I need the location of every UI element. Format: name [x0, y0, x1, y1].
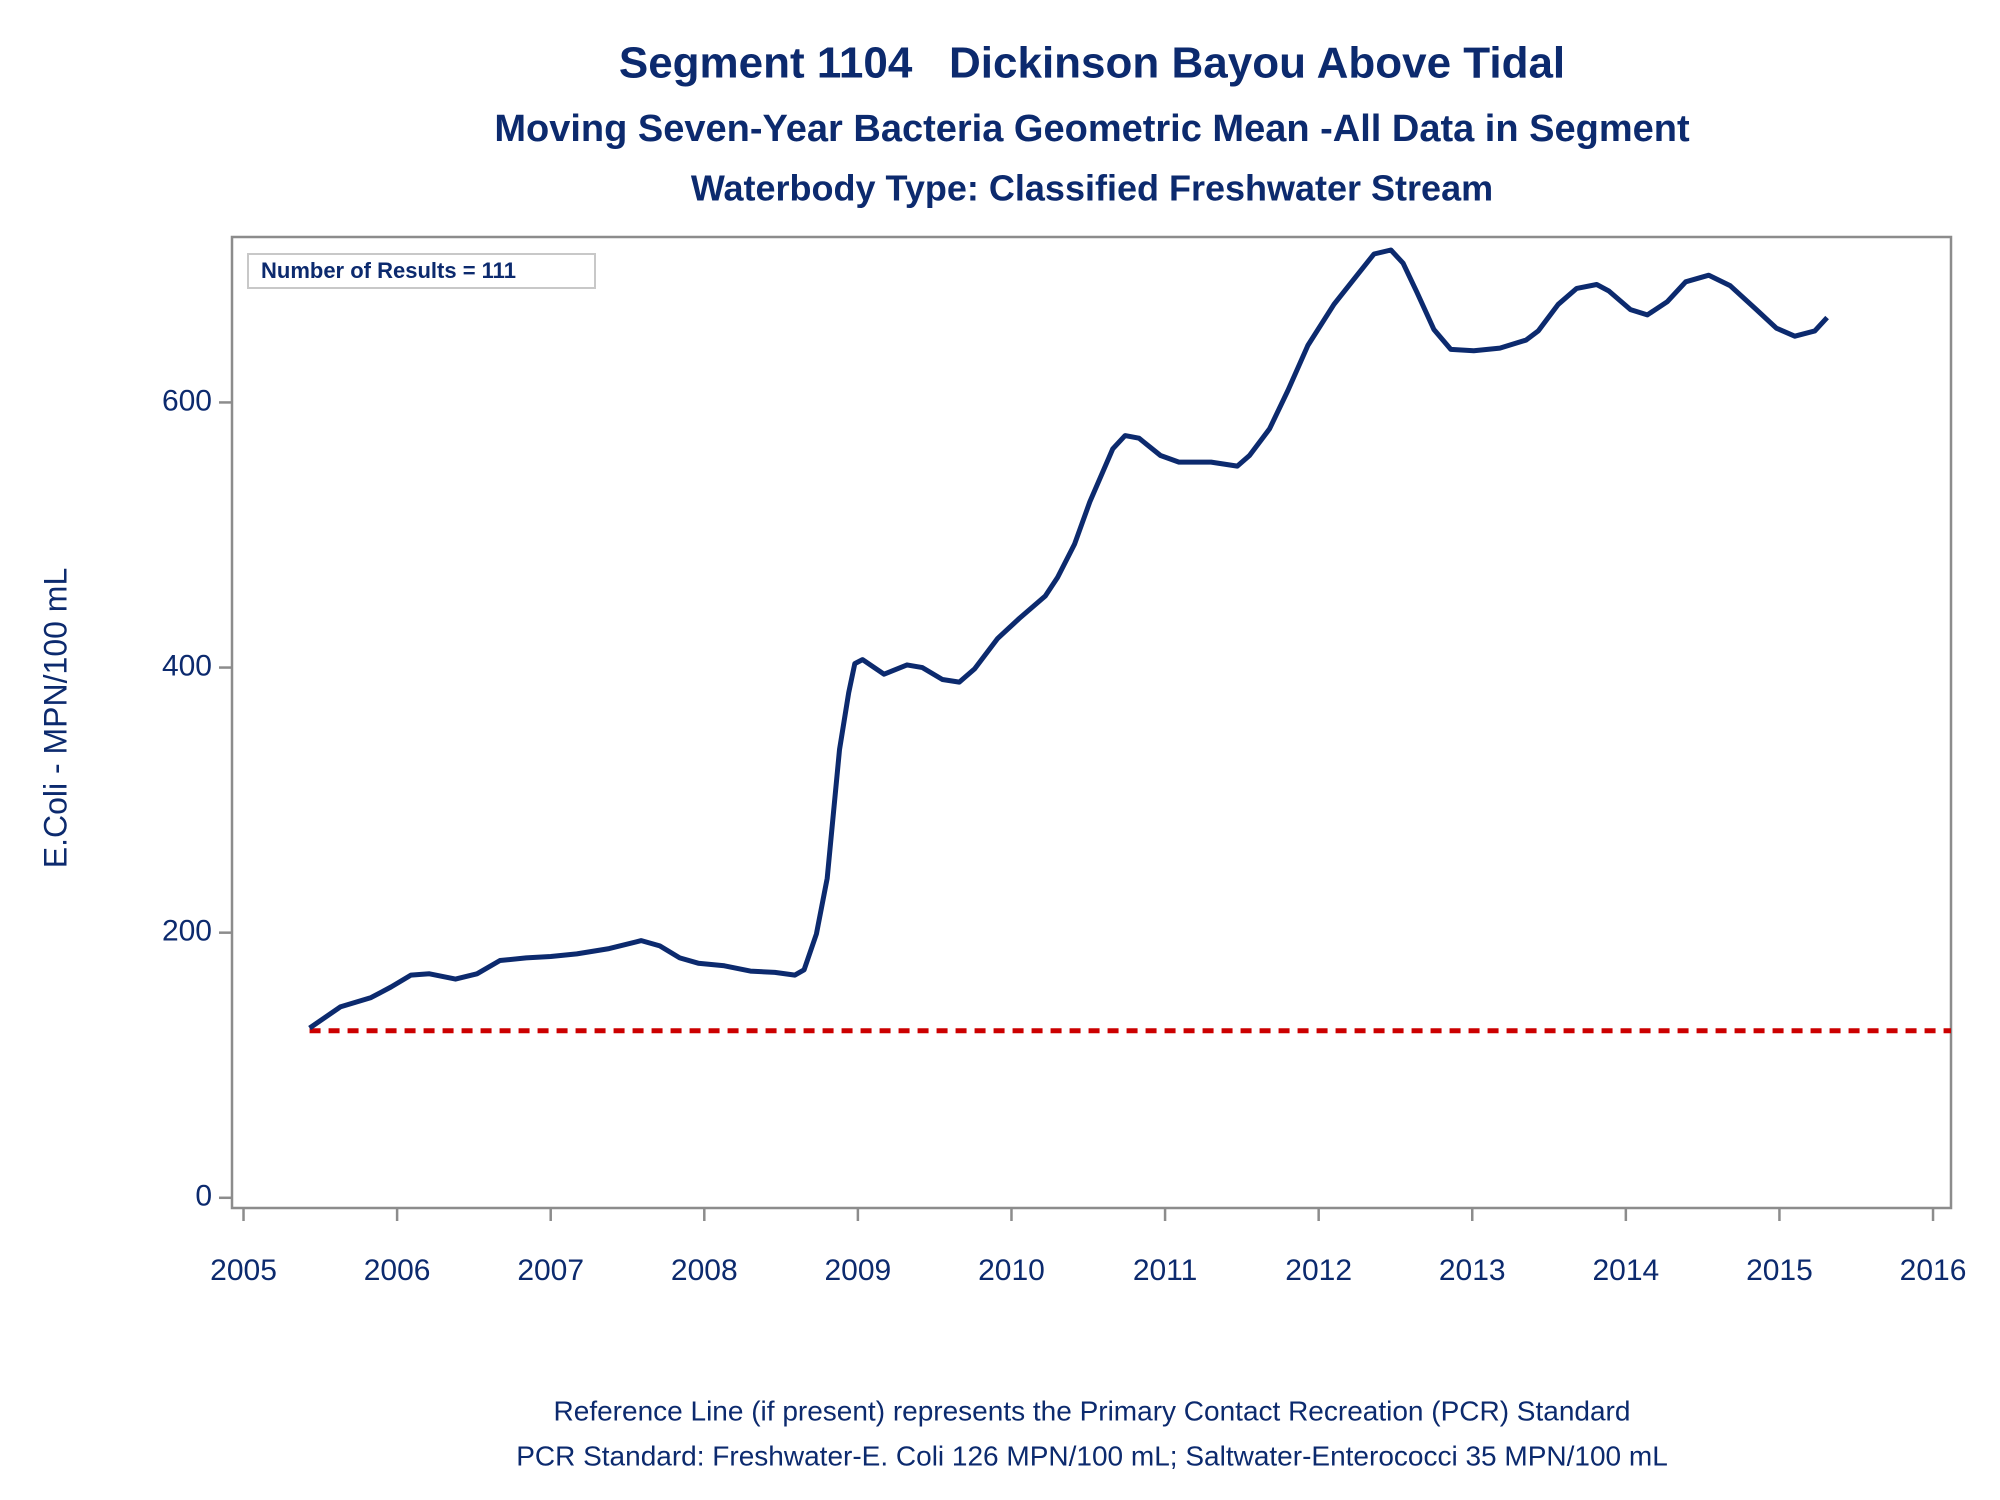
x-tick-label: 2008 — [671, 1254, 738, 1287]
x-tick-label: 2005 — [210, 1254, 277, 1287]
chart-subtitle: Waterbody Type: Classified Freshwater St… — [691, 168, 1493, 209]
footnote: Reference Line (if present) represents t… — [554, 1395, 1631, 1426]
chart-subtitle: Moving Seven-Year Bacteria Geometric Mea… — [494, 108, 1690, 150]
x-tick-label: 2011 — [1133, 1254, 1198, 1287]
chart-title: Segment 1104 Dickinson Bayou Above Tidal — [619, 39, 1565, 88]
y-tick-label: 600 — [162, 384, 212, 417]
x-tick-label: 2010 — [978, 1254, 1045, 1287]
y-tick-label: 400 — [162, 649, 212, 682]
annotation-box — [247, 253, 596, 289]
y-tick-label: 0 — [195, 1180, 212, 1213]
footnote: PCR Standard: Freshwater-E. Coli 126 MPN… — [516, 1440, 1668, 1471]
y-tick-label: 200 — [162, 915, 212, 948]
x-tick-label: 2015 — [1746, 1254, 1813, 1287]
x-tick-label: 2014 — [1592, 1254, 1659, 1287]
x-tick-label: 2012 — [1285, 1254, 1352, 1287]
x-tick-label: 2009 — [825, 1254, 892, 1287]
x-tick-label: 2016 — [1900, 1254, 1967, 1287]
x-tick-label: 2013 — [1439, 1254, 1506, 1287]
data-line — [308, 247, 1829, 1031]
plot-frame — [230, 235, 1953, 1210]
annotation: Number of Results = 111 — [261, 258, 516, 283]
y-axis-label: E.Coli - MPN/100 mL — [37, 568, 73, 869]
x-tick-label: 2006 — [364, 1254, 431, 1287]
x-tick-label: 2007 — [517, 1254, 584, 1287]
